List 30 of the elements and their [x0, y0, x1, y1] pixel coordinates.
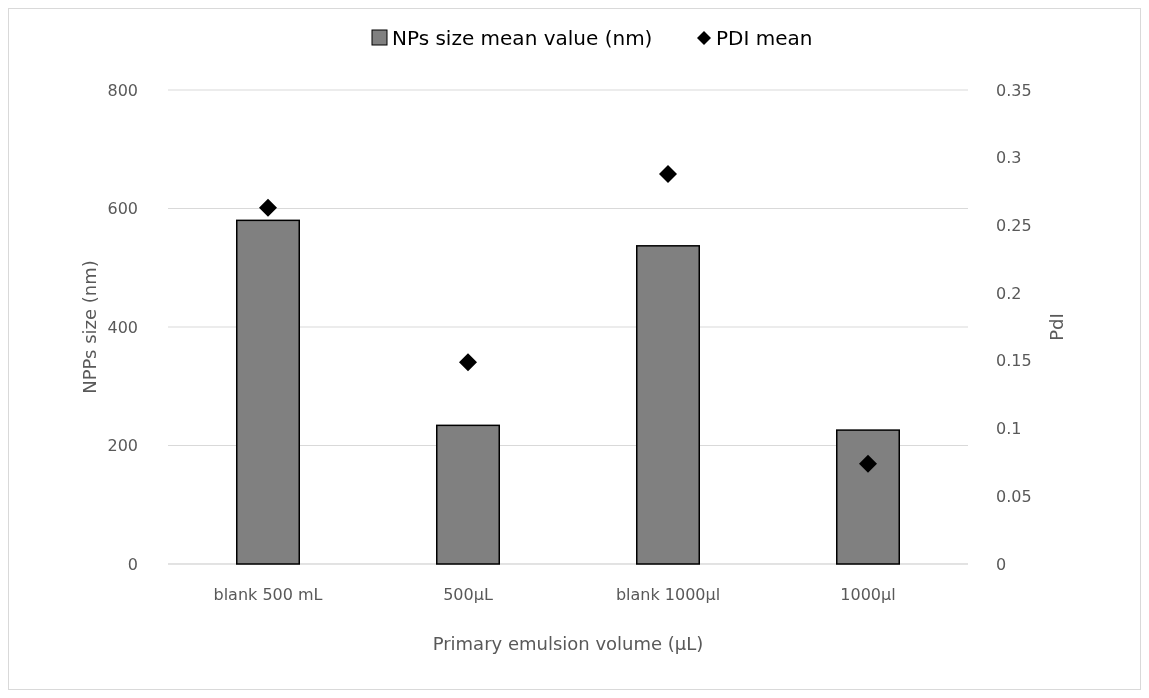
y-tick-label: 200	[107, 436, 138, 456]
y2-tick-label: 0.1	[996, 419, 1022, 439]
y2-tick-label: 0.2	[996, 283, 1022, 303]
point	[859, 454, 877, 473]
point	[259, 198, 277, 217]
y2-axis-title: PdI	[1046, 313, 1067, 341]
y-tick-label: 800	[107, 80, 138, 100]
x-tick-label: 500µL	[443, 584, 493, 604]
bar	[636, 245, 700, 565]
y2-tick-label: 0	[996, 554, 1007, 574]
y2-tick-label: 0.15	[996, 351, 1032, 371]
bar	[836, 429, 900, 565]
y2-tick-label: 0.25	[996, 216, 1032, 236]
point	[459, 353, 477, 372]
x-tick-label: blank 1000µl	[615, 584, 721, 604]
bar	[236, 219, 300, 565]
y-tick-label: 600	[107, 199, 138, 219]
y2-tick-label: 0.35	[996, 80, 1032, 100]
y-tick-label: 0	[127, 554, 138, 574]
x-tick-label: 1000µl	[840, 584, 896, 604]
legend-label: NPs size mean value (nm)	[392, 26, 653, 50]
x-tick-label: blank 500 mL	[213, 584, 323, 604]
x-axis-title: Primary emulsion volume (µL)	[432, 633, 704, 654]
y2-tick-label: 0.05	[996, 486, 1032, 506]
point	[659, 164, 677, 183]
legend-label: PDI mean	[716, 26, 813, 50]
bar	[436, 424, 500, 565]
y2-tick-label: 0.3	[996, 148, 1022, 168]
y-axis-title: NPPs size (nm)	[79, 260, 100, 394]
y-tick-label: 400	[107, 317, 138, 337]
